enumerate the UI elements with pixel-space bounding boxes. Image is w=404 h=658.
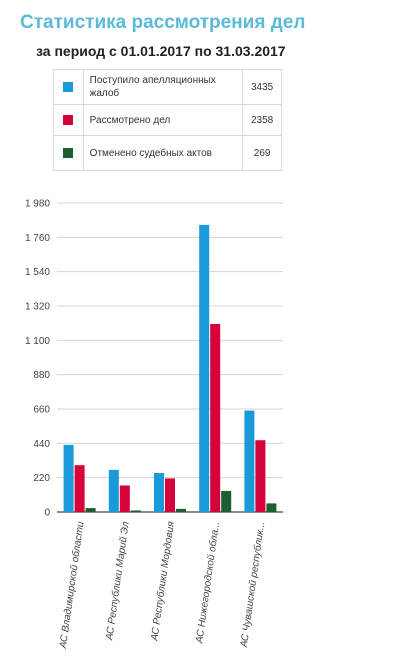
x-tick-label: АС Владимирской области bbox=[57, 520, 87, 650]
page-title: Статистика рассмотрения дел bbox=[20, 12, 306, 33]
y-tick-label: 660 bbox=[33, 405, 50, 416]
bar bbox=[85, 508, 96, 512]
y-tick-label: 220 bbox=[33, 473, 50, 484]
y-tick-label: 880 bbox=[33, 370, 50, 381]
bar bbox=[266, 503, 277, 512]
legend-swatch-reviewed bbox=[63, 114, 74, 125]
x-tick-label: АС Республики Марий Эл bbox=[103, 520, 132, 641]
bar bbox=[210, 323, 221, 512]
y-tick-label: 1 100 bbox=[25, 336, 50, 347]
bar bbox=[244, 410, 255, 512]
bar bbox=[119, 485, 130, 512]
bar bbox=[130, 510, 141, 512]
legend-value: 269 bbox=[242, 135, 282, 171]
y-tick-label: 0 bbox=[44, 508, 50, 519]
x-tick-label: АС Нижегородской обла... bbox=[193, 521, 222, 645]
legend-table: Поступило апелляционных жалоб 3435 Рассм… bbox=[53, 69, 282, 171]
bar bbox=[255, 440, 266, 512]
y-tick-label: 440 bbox=[33, 439, 50, 450]
legend-swatch-cancelled bbox=[63, 147, 74, 158]
y-tick-label: 1 760 bbox=[25, 233, 50, 244]
legend-swatch-received bbox=[63, 81, 74, 92]
x-tick-label: АС Чувашской республик... bbox=[238, 521, 268, 649]
period-subtitle: за период с 01.01.2017 по 31.03.2017 bbox=[36, 43, 286, 59]
bar bbox=[108, 469, 119, 512]
legend-row: Отменено судебных актов 269 bbox=[53, 135, 282, 171]
y-tick-label: 1 320 bbox=[25, 302, 50, 313]
bar bbox=[74, 465, 85, 512]
bar bbox=[221, 490, 232, 512]
legend-row: Рассмотрено дел 2358 bbox=[53, 104, 282, 136]
bar bbox=[165, 478, 175, 512]
y-tick-label: 1 980 bbox=[25, 199, 50, 210]
legend-label: Поступило апелляционных жалоб bbox=[82, 69, 244, 105]
legend-value: 2358 bbox=[242, 104, 282, 136]
x-tick-label: АС Республики Мордовия bbox=[148, 520, 177, 642]
bar bbox=[63, 444, 74, 512]
bar bbox=[154, 472, 164, 512]
bar bbox=[199, 224, 210, 512]
bar bbox=[176, 508, 186, 512]
legend-label: Отменено судебных актов bbox=[82, 135, 244, 171]
y-tick-label: 1 540 bbox=[25, 267, 50, 278]
